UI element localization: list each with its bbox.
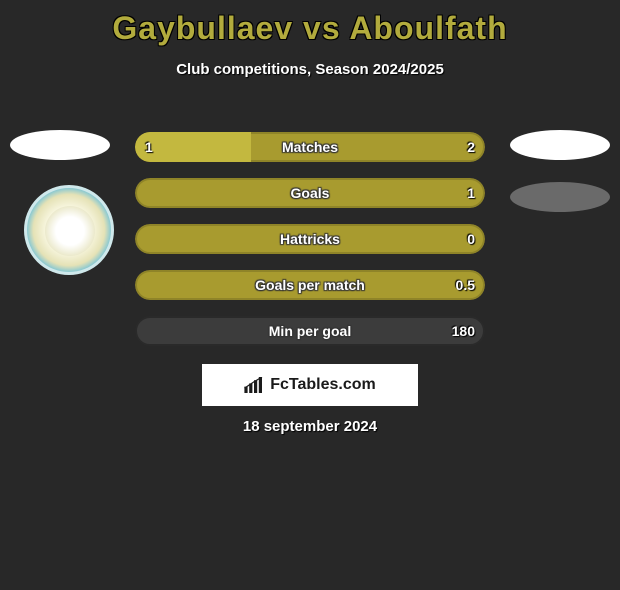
stat-label: Goals per match — [135, 270, 485, 300]
stat-label: Min per goal — [135, 316, 485, 346]
stats-bars: 12Matches 1Goals 0Hattricks 0.5Goals per ma… — [135, 132, 485, 362]
player-left-placeholder — [10, 130, 110, 160]
stat-label: Matches — [135, 132, 485, 162]
club-badge-left — [24, 185, 114, 275]
player-right-placeholder-2 — [510, 182, 610, 212]
stat-row: 12Matches — [135, 132, 485, 162]
brand-box[interactable]: FcTables.com — [202, 364, 418, 406]
stat-label: Goals — [135, 178, 485, 208]
stat-row: 180Min per goal — [135, 316, 485, 346]
player-right-placeholder-1 — [510, 130, 610, 160]
date-text: 18 september 2024 — [0, 418, 620, 435]
stat-row: 0Hattricks — [135, 224, 485, 254]
stat-label: Hattricks — [135, 224, 485, 254]
stat-row: 1Goals — [135, 178, 485, 208]
stat-row: 0.5Goals per match — [135, 270, 485, 300]
bars-icon — [244, 377, 264, 393]
subtitle: Club competitions, Season 2024/2025 — [0, 61, 620, 78]
page-title: Gaybullaev vs Aboulfath — [0, 10, 620, 47]
brand-text: FcTables.com — [270, 376, 376, 394]
